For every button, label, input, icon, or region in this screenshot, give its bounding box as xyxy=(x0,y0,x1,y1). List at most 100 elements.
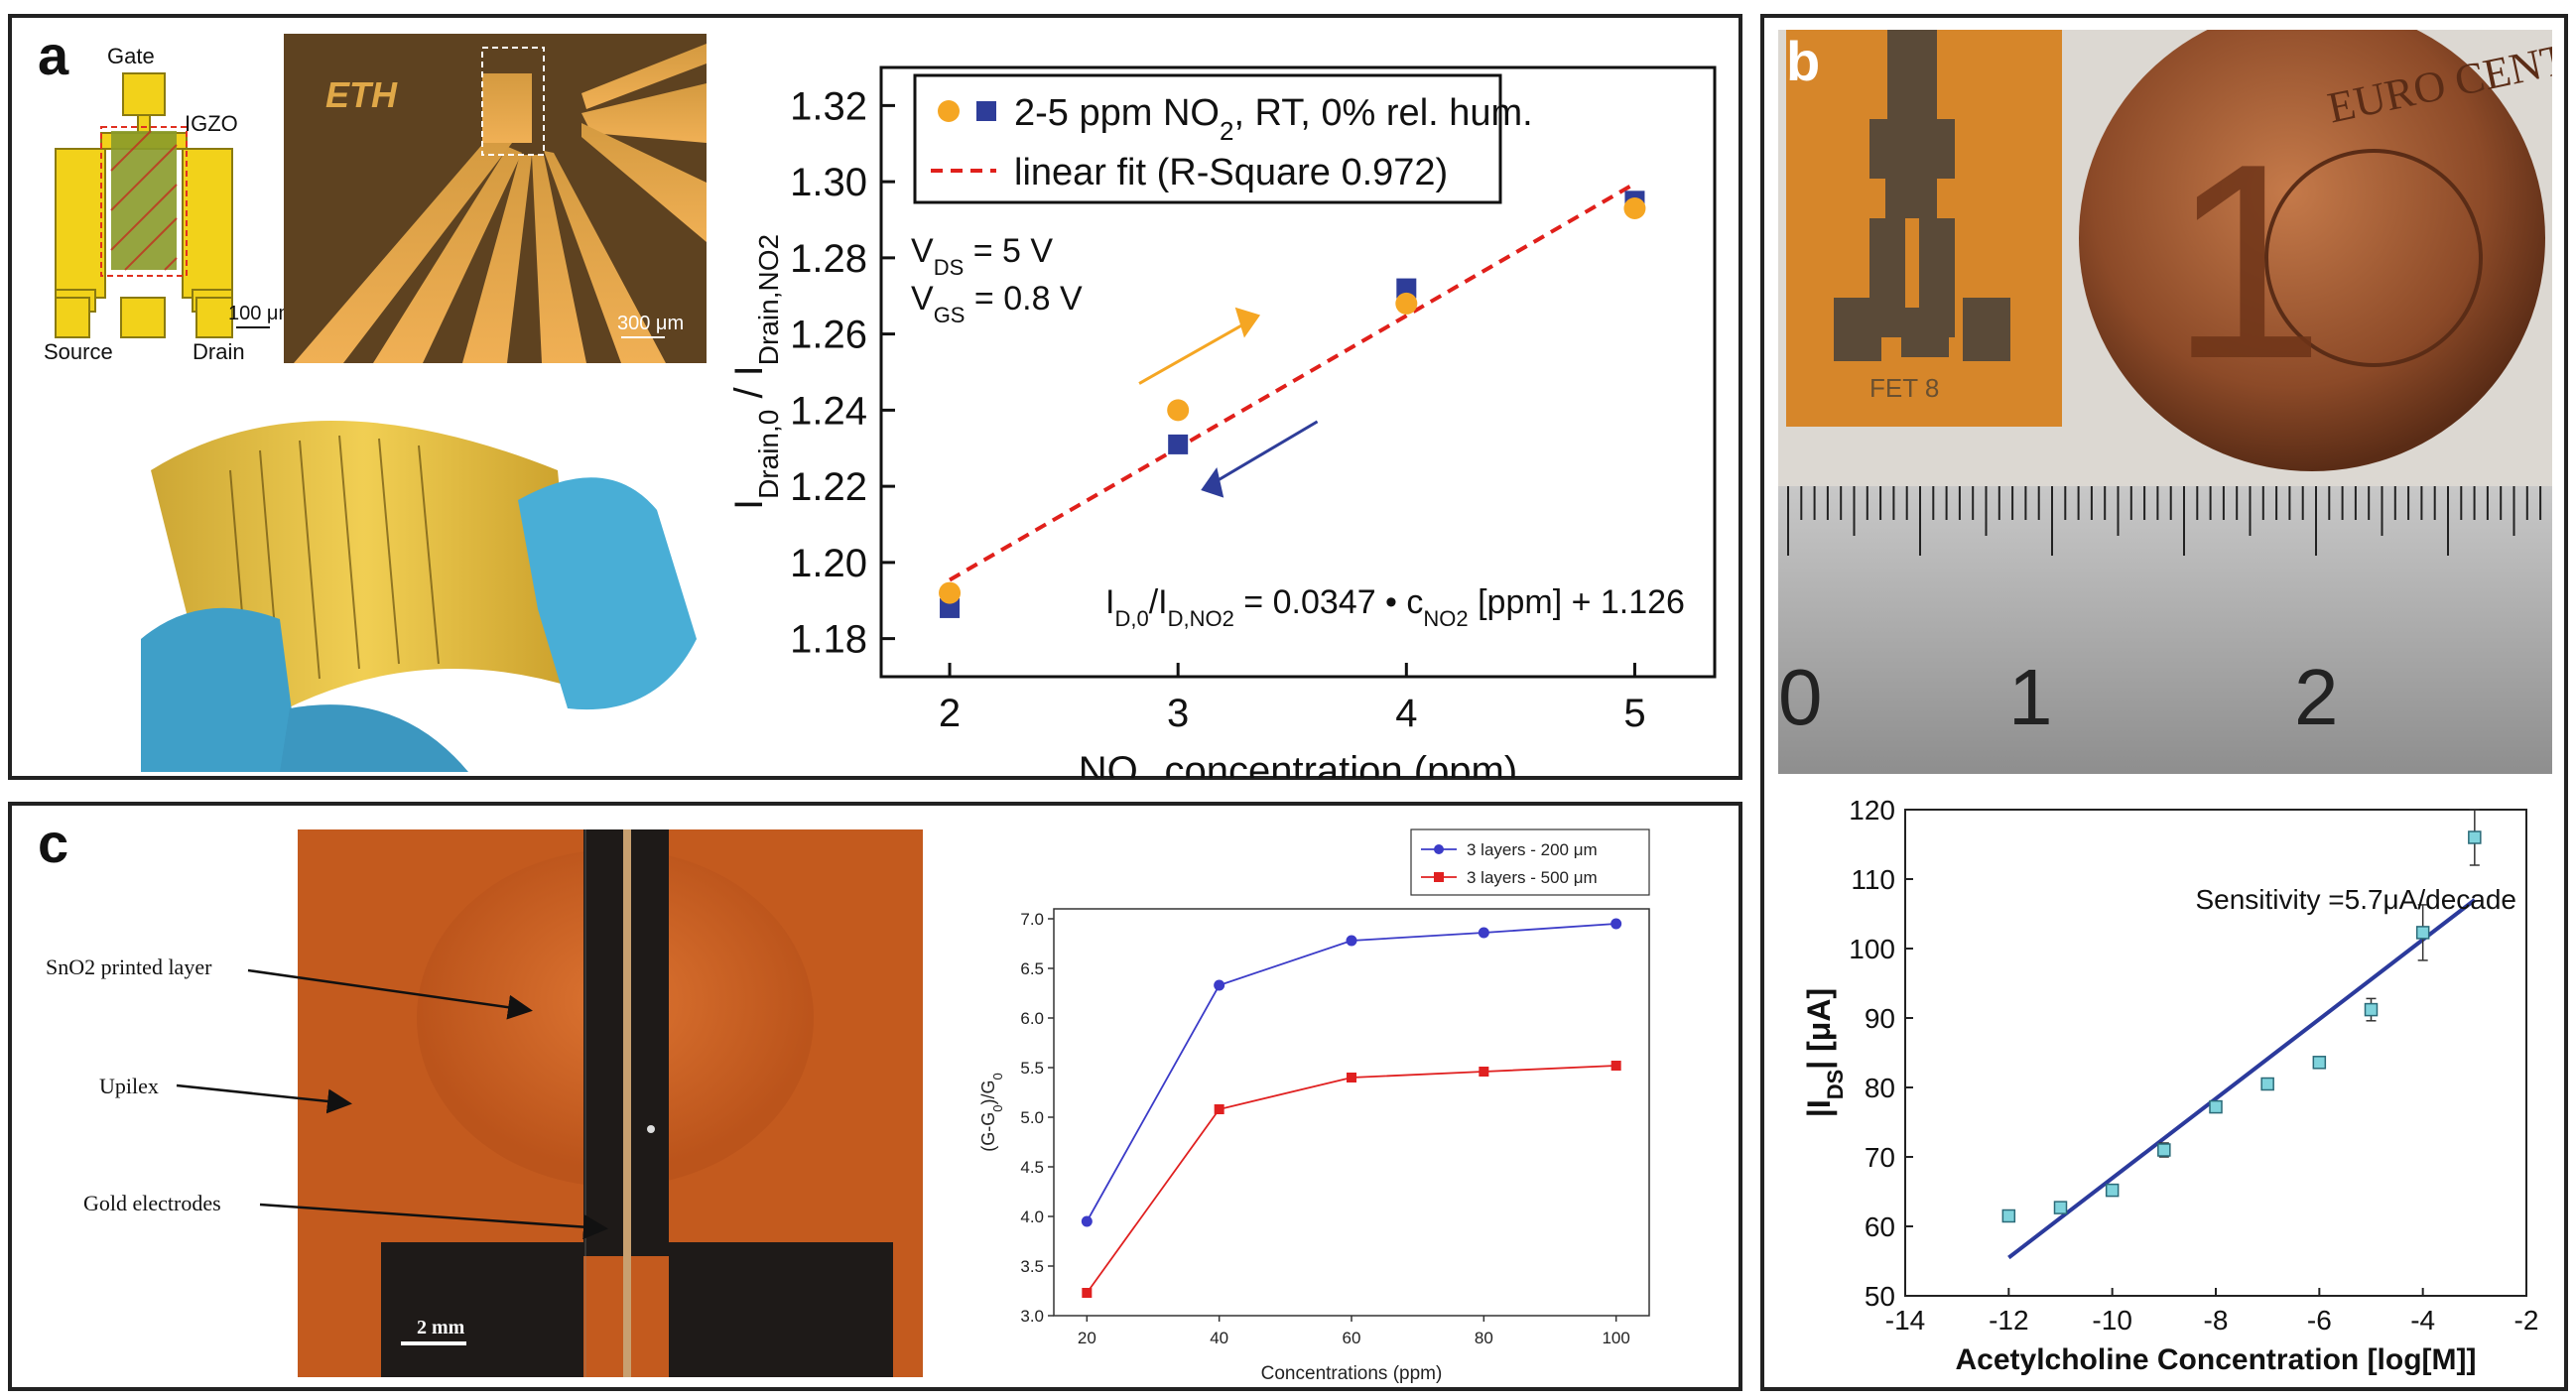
y-tick-label: 1.30 xyxy=(790,161,867,204)
legend-marker xyxy=(1434,872,1444,882)
vgs-annotation: VGS = 0.8 V xyxy=(911,280,1083,327)
x-tick-label: -10 xyxy=(2092,1305,2131,1336)
circle-point xyxy=(939,581,962,604)
panel-c: c 2 mm SnO2 printed lay xyxy=(8,802,1742,1391)
data-point xyxy=(2053,1201,2068,1214)
series-point xyxy=(1347,1073,1356,1082)
series-point xyxy=(1081,1215,1093,1227)
x-tick-label: 60 xyxy=(1343,1329,1361,1347)
y-tick-label: 120 xyxy=(1849,795,1895,826)
data-point xyxy=(2105,1183,2120,1198)
fit-line xyxy=(949,182,1636,582)
x-tick-label: 5 xyxy=(1623,692,1645,735)
x-tick-label: 80 xyxy=(1475,1329,1493,1347)
circle-point xyxy=(1167,399,1190,422)
x-tick-label: -6 xyxy=(2307,1305,2332,1336)
y-tick-label: 3.0 xyxy=(1020,1307,1044,1326)
decrease-arrow xyxy=(1207,420,1319,488)
x-tick-label: 3 xyxy=(1167,692,1189,735)
panel-a-label: a xyxy=(38,24,69,86)
legend-circle xyxy=(938,100,960,122)
y-tick-label: 4.5 xyxy=(1020,1158,1044,1177)
y-tick-label: 60 xyxy=(1865,1211,1895,1242)
y-tick-label: 4.0 xyxy=(1020,1208,1044,1226)
x-tick-label: 4 xyxy=(1395,692,1417,735)
sensitivity-annotation: Sensitivity =5.7μA/decade xyxy=(2195,884,2516,915)
series-point xyxy=(1610,918,1622,930)
y-tick-label: 3.5 xyxy=(1020,1257,1044,1276)
scale-300um: 300 μm xyxy=(617,313,684,334)
data-point xyxy=(2157,1143,2171,1157)
series-point xyxy=(1478,927,1489,939)
data-point xyxy=(2001,1209,2016,1223)
square-point xyxy=(1168,434,1189,454)
data-point xyxy=(2209,1099,2223,1114)
legend-label: 3 layers - 200 μm xyxy=(1467,840,1598,859)
scale-2mm: 2 mm xyxy=(417,1317,465,1338)
series-point xyxy=(1214,1104,1224,1114)
y-tick-label: 1.24 xyxy=(790,389,867,433)
legend-marker xyxy=(1434,844,1444,854)
series-point xyxy=(1082,1288,1093,1298)
coin-denomination: 1 xyxy=(2170,107,2325,417)
y-tick-label: 1.18 xyxy=(790,618,867,662)
ruler-number-0: 0 xyxy=(1778,653,1823,741)
annotation-sno2: SnO2 printed layer xyxy=(46,955,212,979)
y-tick-label: 1.32 xyxy=(790,84,867,128)
y-tick-label: 1.20 xyxy=(790,542,867,585)
series-point xyxy=(1479,1067,1489,1077)
ruler-number-2: 2 xyxy=(2294,653,2339,741)
y-tick-label: 90 xyxy=(1865,1003,1895,1034)
y-tick-label: 100 xyxy=(1849,934,1895,964)
igzo-transistor-schematic: Gate IGZO Source Drain 100 μm xyxy=(44,44,294,359)
data-point xyxy=(2468,830,2482,844)
y-axis-label: (G-G0)/G0 xyxy=(978,1073,1005,1151)
increase-arrowhead xyxy=(1234,307,1261,338)
legend-square xyxy=(976,101,996,121)
x-tick-label: -4 xyxy=(2410,1305,2435,1336)
y-tick-label: 70 xyxy=(1865,1142,1895,1173)
panel-b: FET 8 1 EURO CENT 0 1 2 b -14 -12 -10 -8 -6-… xyxy=(1760,14,2568,1391)
data-point xyxy=(2415,926,2430,940)
source-label: Source xyxy=(44,339,113,359)
y-tick-label: 6.0 xyxy=(1020,1009,1044,1028)
square-point xyxy=(940,597,961,618)
x-axis-label: Acetylcholine Concentration [log[M]] xyxy=(1956,1343,2477,1376)
fit-line xyxy=(2007,898,2477,1260)
fit-equation: ID,0/ID,NO2 = 0.0347 • cNO2 [ppm] + 1.12… xyxy=(1105,583,1685,631)
y-tick-label: 1.28 xyxy=(790,237,867,281)
data-point xyxy=(2260,1077,2274,1091)
legend-label: 3 layers - 500 μm xyxy=(1467,868,1598,887)
x-tick-label: -12 xyxy=(1989,1305,2028,1336)
drain-label: Drain xyxy=(193,339,245,359)
annotation-gold: Gold electrodes xyxy=(83,1191,221,1215)
x-tick-label: -14 xyxy=(1885,1305,1925,1336)
panel-a: a Gate IGZO Source Drain 100 μm xyxy=(8,14,1742,780)
y-tick-label: 6.5 xyxy=(1020,959,1044,978)
series-point xyxy=(1610,1061,1621,1071)
decrease-arrowhead xyxy=(1201,466,1224,498)
plot-frame xyxy=(1053,908,1650,1317)
series-point xyxy=(1214,979,1225,991)
series-line xyxy=(1086,1065,1616,1294)
annotation-upilex: Upilex xyxy=(99,1074,159,1098)
plot-frame xyxy=(1904,809,2527,1297)
x-axis-label: NO2 concentration (ppm) xyxy=(1079,749,1517,778)
printed-sensor-photo: 2 mm xyxy=(298,829,923,1377)
scale-100um: 100 μm xyxy=(228,303,294,324)
y-tick-label: 7.0 xyxy=(1020,910,1044,929)
chart-c-conductance: 20 40 60 80 100 3.0 3.5 4.0 4.5 5.0 5.5 6.0 6.5 7.0 Co… xyxy=(978,828,1650,1383)
y-tick-label: 1.26 xyxy=(790,314,867,357)
photo-annotations: SnO2 printed layer Upilex Gold electrode… xyxy=(46,955,608,1240)
ruler-number-1: 1 xyxy=(2008,653,2053,741)
panel-b-label: b xyxy=(1786,30,1821,92)
y-axis-label: IDrain,0 / IDrain,NO2 xyxy=(727,234,784,510)
y-tick-label: 50 xyxy=(1865,1281,1895,1312)
circle-point xyxy=(1623,196,1646,219)
legend-box xyxy=(913,73,1502,204)
y-tick-label: 80 xyxy=(1865,1073,1895,1103)
eth-logo: ETH xyxy=(325,74,398,115)
series-point xyxy=(1346,935,1357,947)
x-axis-label: Concentrations (ppm) xyxy=(1261,1363,1443,1383)
x-tick-label: 100 xyxy=(1602,1329,1629,1347)
